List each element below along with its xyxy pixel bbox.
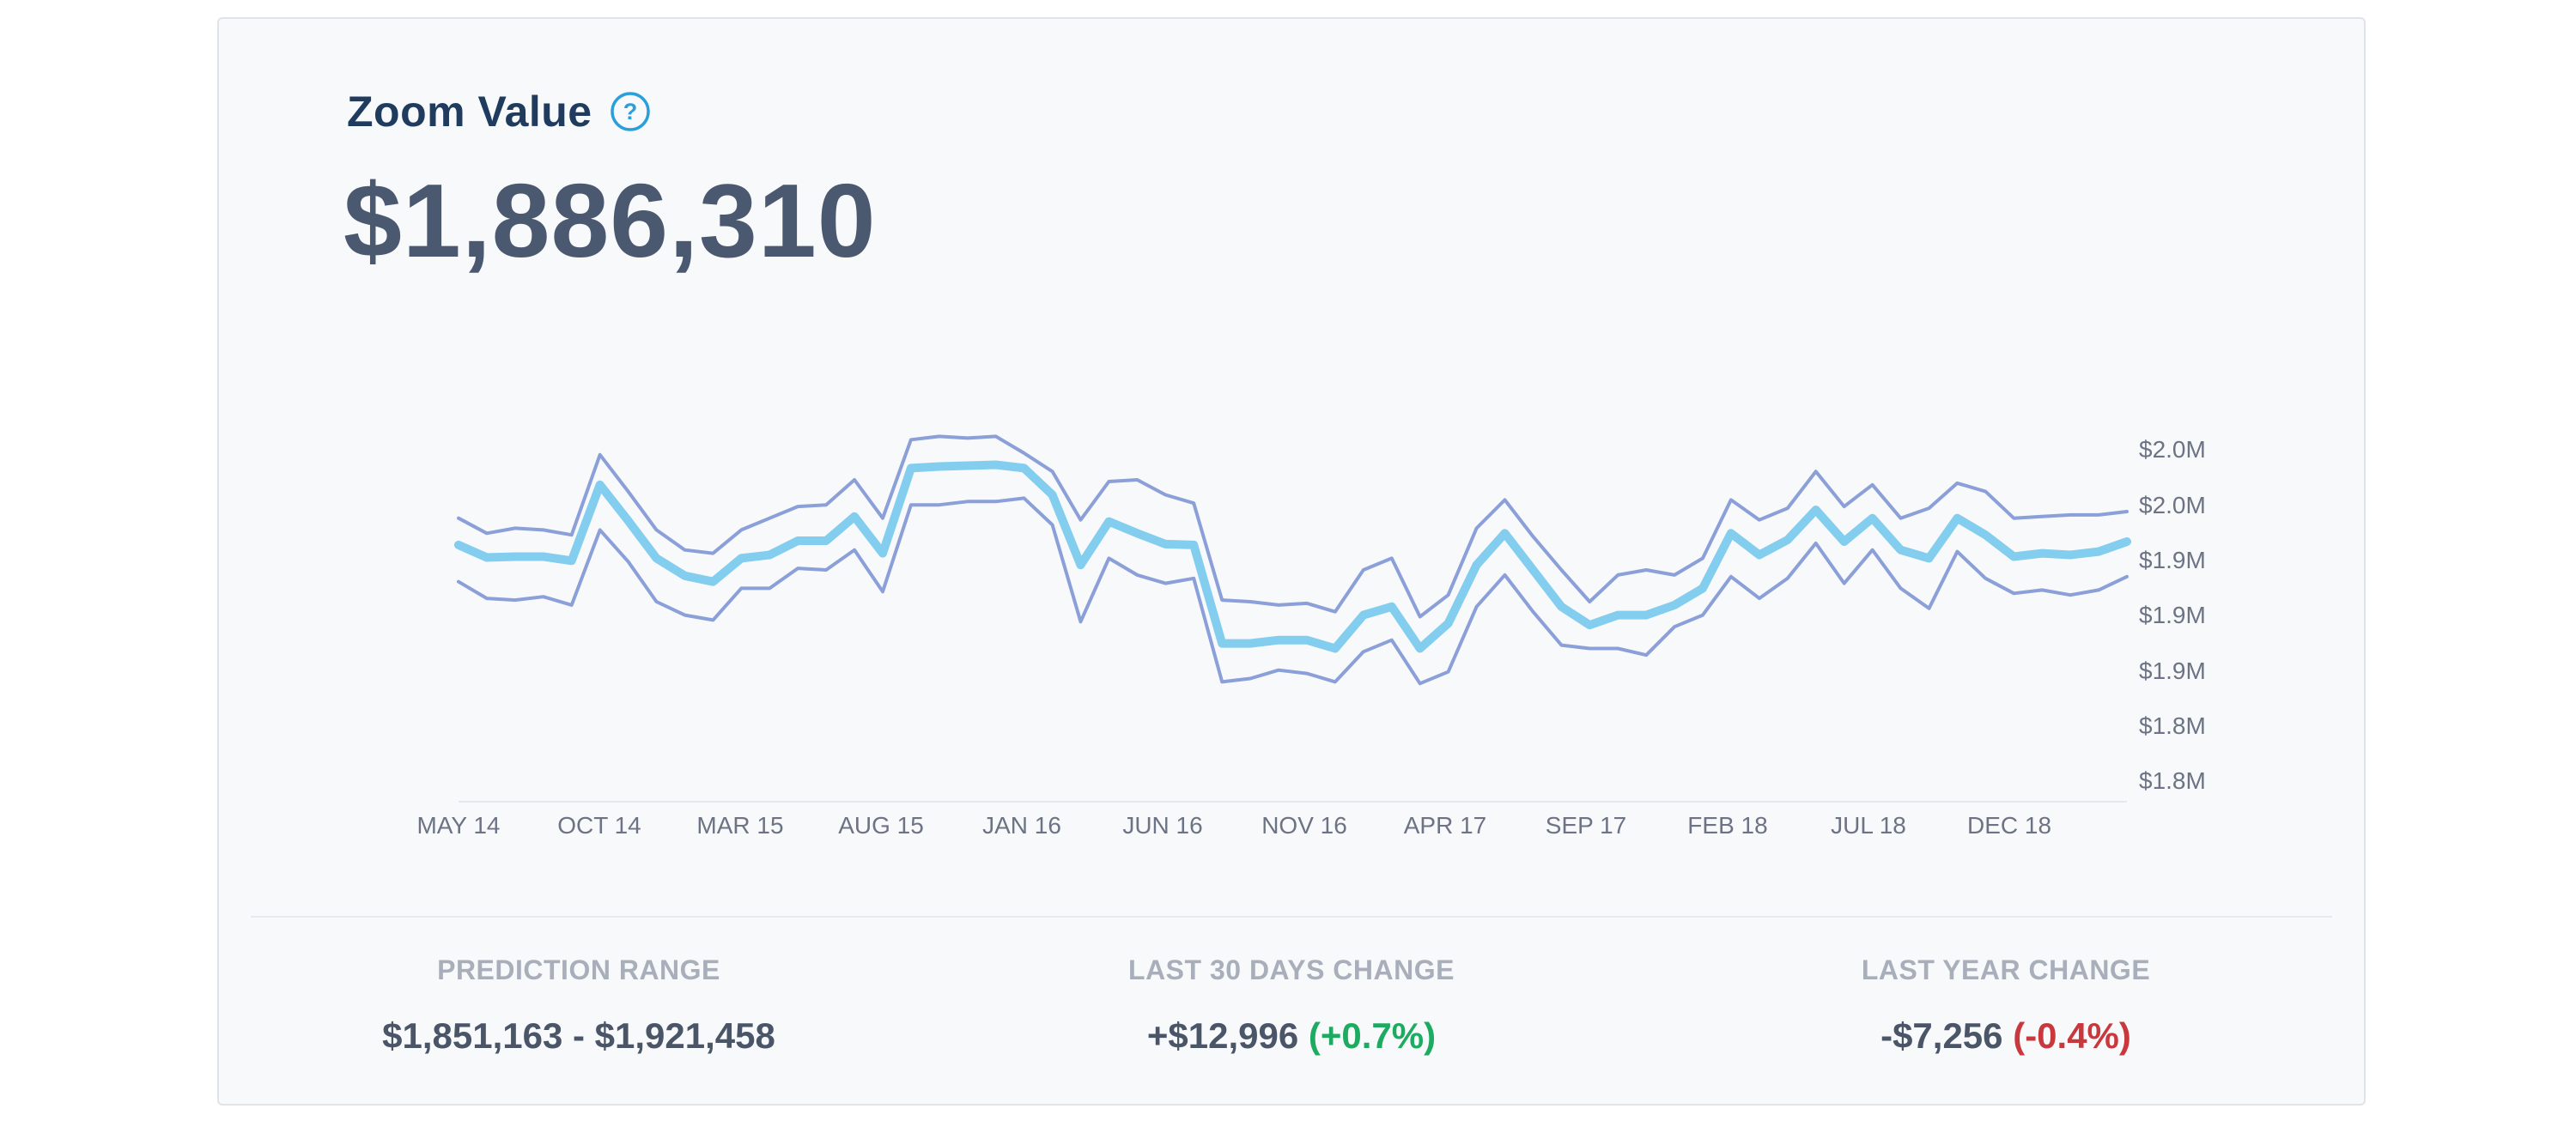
title-row: Zoom Value ? — [347, 84, 651, 139]
stats-divider — [251, 916, 2332, 918]
last-30-days-value: +$12,996 (+0.7%) — [1085, 1015, 1498, 1057]
last-30-days-amount: +$12,996 — [1146, 1015, 1299, 1056]
last-year-label: LAST YEAR CHANGE — [1861, 954, 2151, 985]
last-year-value: -$7,256 (-0.4%) — [1800, 1015, 2212, 1057]
card-title: Zoom Value — [347, 88, 592, 136]
prediction-range-label: PREDICTION RANGE — [437, 954, 720, 985]
prediction-range-stat: PREDICTION RANGE $1,851,163 - $1,921,458 — [373, 954, 785, 1057]
last-30-days-stat: LAST 30 DAYS CHANGE +$12,996 (+0.7%) — [1085, 954, 1498, 1057]
last-year-amount: -$7,256 — [1880, 1015, 2003, 1056]
last-year-percent: (-0.4%) — [2013, 1015, 2131, 1056]
prediction-range-value: $1,851,163 - $1,921,458 — [382, 1015, 775, 1056]
last-year-stat: LAST YEAR CHANGE -$7,256 (-0.4%) — [1800, 954, 2212, 1057]
last-30-days-label: LAST 30 DAYS CHANGE — [1128, 954, 1455, 985]
question-circle-icon[interactable]: ? — [610, 91, 651, 132]
last-30-days-percent: (+0.7%) — [1308, 1015, 1437, 1056]
svg-text:?: ? — [623, 99, 637, 124]
estimated-value: $1,886,310 — [343, 162, 877, 279]
